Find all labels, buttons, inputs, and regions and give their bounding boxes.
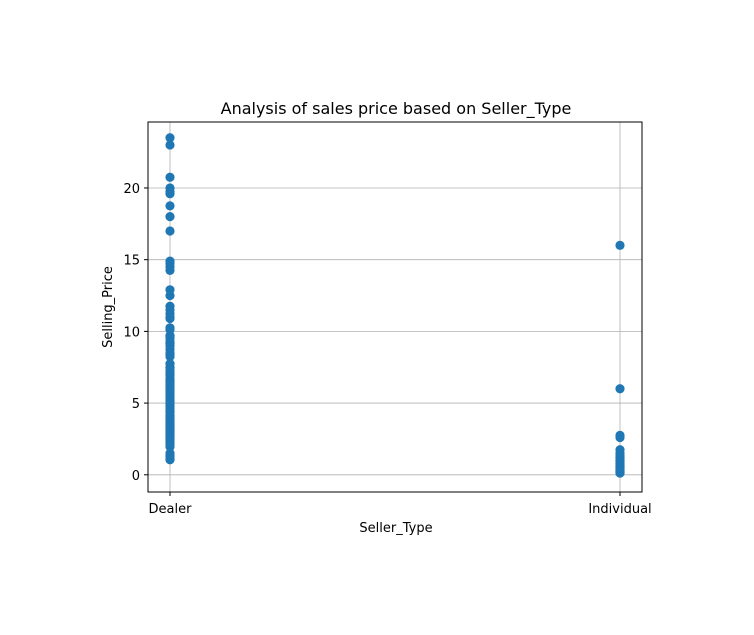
data-point: [165, 133, 175, 143]
data-point: [165, 351, 175, 362]
data-point: [165, 265, 175, 276]
data-points: [165, 133, 625, 478]
data-point: [165, 290, 175, 301]
data-point: [165, 189, 175, 199]
data-point: [165, 226, 175, 236]
y-tick-label: 0: [132, 469, 140, 484]
data-point: [165, 313, 175, 324]
axis-ticks: Dealer Individual 0 5 10 15 20: [123, 182, 651, 517]
data-point: [615, 384, 625, 394]
x-tick-label: Individual: [588, 502, 651, 517]
y-tick-label: 5: [132, 397, 140, 412]
y-tick-label: 15: [123, 254, 140, 269]
data-point: [165, 212, 175, 222]
x-tick-label: Dealer: [149, 502, 193, 517]
data-point: [165, 455, 175, 465]
data-point: [165, 201, 175, 211]
data-point: [615, 468, 625, 478]
plot-frame: [147, 121, 643, 493]
y-tick-label: 20: [123, 182, 140, 197]
y-axis-label: Selling_Price: [101, 266, 116, 348]
chart-title: Analysis of sales price based on Seller_…: [221, 99, 572, 119]
data-point: [165, 172, 175, 182]
y-tick-label: 10: [123, 325, 140, 340]
x-axis-label: Seller_Type: [359, 521, 432, 536]
data-point: [615, 432, 625, 443]
data-point: [165, 442, 175, 452]
data-point: [615, 240, 625, 250]
data-point: [165, 140, 175, 150]
